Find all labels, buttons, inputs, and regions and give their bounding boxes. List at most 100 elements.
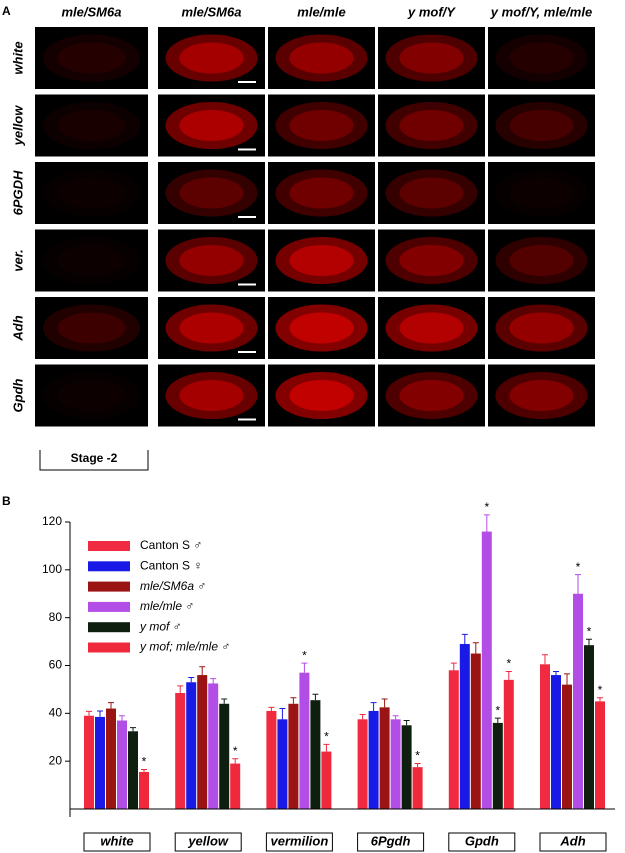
image-panel bbox=[35, 297, 148, 359]
bar bbox=[117, 720, 127, 809]
bar bbox=[197, 675, 208, 809]
error-bar bbox=[450, 662, 457, 671]
bar bbox=[562, 684, 572, 809]
legend-swatch bbox=[88, 622, 130, 633]
embryo bbox=[165, 236, 258, 285]
embryo bbox=[165, 371, 258, 420]
error-bar bbox=[392, 715, 399, 720]
image-panel bbox=[378, 27, 485, 89]
column-header: mle/mle bbox=[297, 4, 345, 19]
embryo-core bbox=[399, 245, 464, 276]
error-bar bbox=[141, 769, 147, 772]
image-panel bbox=[268, 94, 375, 157]
error-bar bbox=[279, 708, 286, 720]
image-panel bbox=[268, 229, 375, 292]
bar bbox=[230, 763, 241, 809]
embryo-core bbox=[289, 42, 354, 74]
bar bbox=[584, 645, 594, 809]
embryo bbox=[385, 304, 478, 352]
x-tick-label: white bbox=[100, 833, 133, 848]
bar bbox=[412, 767, 423, 809]
error-bar bbox=[505, 670, 512, 680]
image-panel bbox=[488, 297, 595, 359]
error-bar bbox=[86, 710, 92, 716]
error-bar bbox=[97, 710, 103, 717]
panel-label: A bbox=[2, 4, 11, 18]
legend-swatch bbox=[88, 642, 130, 653]
embryo-core bbox=[179, 42, 244, 74]
y-tick-label: 120 bbox=[42, 514, 62, 528]
image-panel bbox=[158, 364, 265, 427]
error-bar bbox=[370, 702, 377, 711]
error-bar bbox=[461, 633, 468, 644]
y-tick-label: 100 bbox=[42, 562, 62, 576]
significance-marker: * bbox=[415, 749, 420, 763]
bar bbox=[459, 643, 470, 809]
bar bbox=[186, 682, 197, 809]
legend-label: Canton S ♀ bbox=[140, 558, 202, 572]
bar bbox=[379, 707, 390, 809]
bar bbox=[540, 664, 550, 809]
embryo-core bbox=[179, 380, 244, 411]
bar bbox=[503, 679, 514, 809]
error-bar bbox=[597, 697, 603, 702]
legend-swatch bbox=[88, 541, 130, 551]
bar bbox=[368, 710, 379, 809]
embryo-core bbox=[509, 380, 574, 411]
legend-label: y mof ♂ bbox=[139, 619, 182, 633]
embryo-core bbox=[509, 312, 574, 344]
category-box bbox=[83, 832, 151, 852]
embryo-core bbox=[179, 110, 244, 141]
error-bar bbox=[472, 642, 479, 654]
category-box bbox=[357, 832, 425, 852]
legend-swatch bbox=[88, 601, 130, 612]
error-bar bbox=[221, 698, 228, 704]
bar bbox=[84, 715, 94, 809]
embryo bbox=[275, 34, 368, 82]
legend-label: mle/SM6a ♂ bbox=[140, 579, 206, 593]
image-panel bbox=[378, 229, 485, 292]
category-box bbox=[539, 832, 607, 852]
embryo bbox=[275, 101, 368, 150]
embryo bbox=[165, 101, 258, 150]
significance-marker: * bbox=[324, 730, 329, 744]
embryo bbox=[385, 169, 478, 217]
embryo-core bbox=[399, 110, 464, 141]
bar bbox=[448, 670, 459, 809]
image-panel bbox=[158, 162, 265, 224]
significance-marker: * bbox=[233, 744, 238, 758]
image-panel bbox=[488, 229, 595, 292]
image-panel bbox=[158, 94, 265, 157]
embryo bbox=[275, 169, 368, 217]
significance-marker: * bbox=[495, 703, 500, 717]
embryo-core bbox=[179, 177, 244, 209]
column-header: mle/SM6a bbox=[182, 4, 242, 19]
error-bar bbox=[130, 727, 136, 732]
embryo-core bbox=[179, 245, 244, 276]
significance-marker: * bbox=[484, 500, 489, 514]
error-bar bbox=[483, 514, 490, 532]
embryo bbox=[275, 236, 368, 285]
image-panel bbox=[35, 162, 148, 224]
embryo-core bbox=[58, 245, 126, 276]
error-bar bbox=[403, 720, 410, 726]
bar bbox=[551, 675, 561, 809]
legend-swatch bbox=[88, 581, 130, 592]
embryo bbox=[495, 101, 588, 150]
bar bbox=[573, 593, 583, 809]
bar bbox=[208, 683, 219, 809]
image-panel bbox=[158, 27, 265, 89]
image-panel bbox=[35, 27, 148, 89]
image-panel bbox=[378, 297, 485, 359]
legend-label: Canton S ♂ bbox=[140, 538, 202, 552]
error-bar bbox=[414, 763, 421, 768]
embryo-core bbox=[509, 245, 574, 276]
bar bbox=[139, 771, 149, 809]
embryo bbox=[42, 101, 141, 150]
error-bar bbox=[290, 697, 297, 704]
image-panel bbox=[268, 162, 375, 224]
bar bbox=[481, 531, 492, 809]
panel-label: B bbox=[2, 494, 11, 508]
embryo-core bbox=[509, 42, 574, 74]
image-panel bbox=[488, 364, 595, 427]
